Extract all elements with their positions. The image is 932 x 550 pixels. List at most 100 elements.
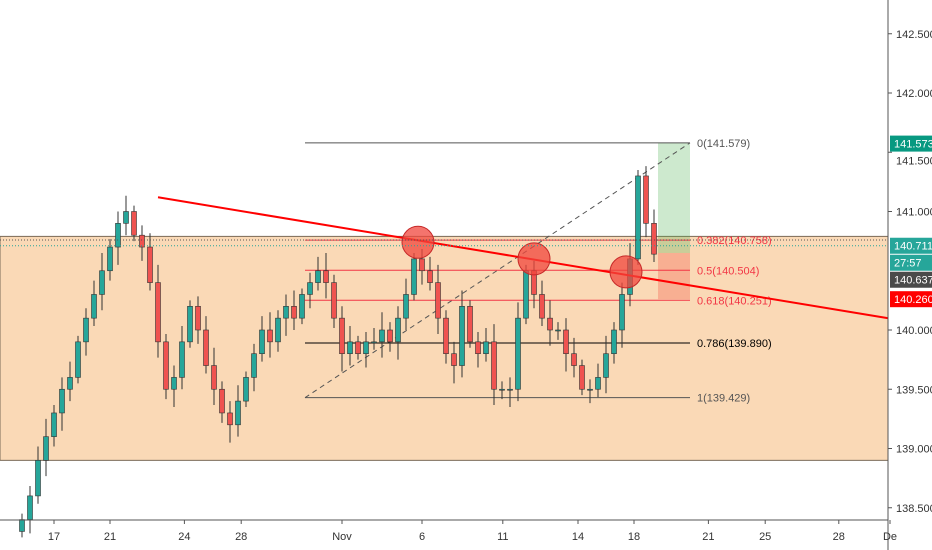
candle xyxy=(107,239,113,281)
long-position-stop-zone[interactable] xyxy=(658,252,690,300)
candle-body xyxy=(307,282,313,295)
candle xyxy=(59,377,65,431)
candle xyxy=(587,379,593,404)
highlight-circle[interactable] xyxy=(401,225,435,259)
candle-body xyxy=(115,223,121,248)
candle xyxy=(307,272,313,309)
candle-body xyxy=(315,270,321,283)
time-tick-label: 25 xyxy=(759,531,771,543)
candle xyxy=(611,322,617,364)
candle xyxy=(179,326,185,390)
candle xyxy=(579,359,585,396)
candle xyxy=(651,209,657,263)
candle xyxy=(227,401,233,443)
candle-body xyxy=(83,317,89,343)
highlight-circle[interactable] xyxy=(609,255,643,289)
candle-body xyxy=(331,282,337,319)
candle xyxy=(19,513,25,538)
candle-body xyxy=(427,270,433,283)
candle-body xyxy=(75,341,81,378)
candle-body xyxy=(123,211,129,224)
candle-body xyxy=(475,341,481,355)
candle xyxy=(355,335,361,360)
candle xyxy=(83,308,89,356)
candle xyxy=(299,288,305,325)
candle xyxy=(443,310,449,364)
candle-body xyxy=(363,341,369,355)
candle xyxy=(363,331,369,368)
candle-body xyxy=(19,519,25,532)
candle-body xyxy=(547,317,553,331)
candle-body xyxy=(507,388,513,391)
price-tick-label: 140.000 xyxy=(896,325,932,337)
fib-level-label: 0.5(140.504) xyxy=(697,265,759,277)
candle-body xyxy=(403,294,409,319)
candle xyxy=(27,486,33,534)
candle xyxy=(211,347,217,406)
candle-body xyxy=(515,317,521,390)
time-tick-label: 18 xyxy=(628,531,640,543)
candle-body xyxy=(539,294,545,319)
candle xyxy=(539,280,545,327)
candle-body xyxy=(563,329,569,355)
candle-body xyxy=(139,234,145,248)
candle-body xyxy=(291,305,297,319)
candle-body xyxy=(451,353,457,366)
price-tick-label: 139.500 xyxy=(896,384,932,396)
price-tick-label: 142.000 xyxy=(896,88,932,100)
long-position-profit-zone[interactable] xyxy=(658,142,690,253)
fib-trend-line[interactable] xyxy=(304,142,691,399)
candle-body xyxy=(419,258,425,272)
time-tick-label: 21 xyxy=(104,531,116,543)
candle-body xyxy=(395,317,401,343)
highlight-circle[interactable] xyxy=(517,242,551,276)
price-label-text: 140.260 xyxy=(894,294,932,306)
candle-body xyxy=(555,329,561,332)
candle xyxy=(339,306,345,372)
candle xyxy=(603,335,609,394)
fib-level-label: 0.786(139.890) xyxy=(697,338,772,350)
candle xyxy=(115,211,121,265)
price-label-badge xyxy=(890,291,932,308)
candle xyxy=(43,418,49,477)
candle-body xyxy=(299,294,305,319)
price-label-text: 141.573 xyxy=(894,139,932,151)
candle xyxy=(131,205,137,242)
candle xyxy=(163,333,169,400)
candle xyxy=(371,328,377,350)
candle xyxy=(147,233,153,291)
candle-body xyxy=(251,353,257,378)
candle-body xyxy=(283,305,289,319)
candle-body xyxy=(523,270,529,319)
candle xyxy=(259,316,265,362)
candle xyxy=(435,264,441,334)
candle xyxy=(291,290,297,330)
candle-body xyxy=(579,365,585,390)
candle-body xyxy=(371,341,377,344)
candle-body xyxy=(603,353,609,378)
candle-body xyxy=(67,377,73,390)
time-tick-label: 14 xyxy=(572,531,584,543)
candle-body xyxy=(107,246,113,272)
candle-body xyxy=(171,377,177,390)
candle xyxy=(491,324,497,406)
price-label-badge xyxy=(890,135,932,152)
candle-body xyxy=(275,317,281,343)
candle xyxy=(187,300,193,348)
price-label-badge xyxy=(890,254,932,271)
price-label-badge xyxy=(890,237,932,254)
candle-body xyxy=(99,270,105,295)
candle xyxy=(267,312,273,358)
candle xyxy=(467,300,473,348)
candle-body xyxy=(235,400,241,426)
candle xyxy=(35,446,41,504)
candle-body xyxy=(155,282,161,343)
time-tick-label: 11 xyxy=(497,531,508,543)
candle-body xyxy=(179,341,185,378)
candle xyxy=(379,312,385,358)
candle-body xyxy=(131,211,137,236)
price-label-text: 140.637 xyxy=(894,275,932,287)
fib-level-label: 0(141.579) xyxy=(697,138,750,150)
